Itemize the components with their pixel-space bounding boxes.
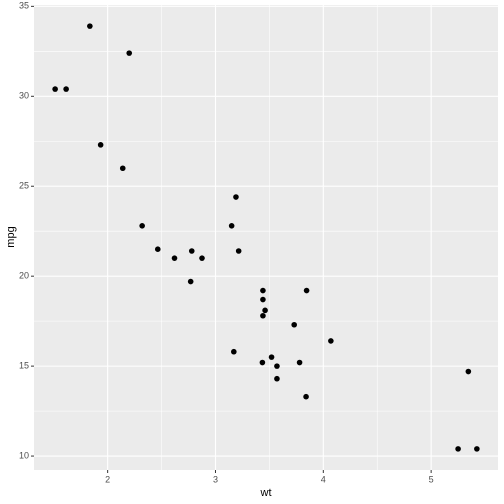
y-tick-label: 35 xyxy=(19,1,29,11)
point xyxy=(303,393,309,400)
point xyxy=(260,296,266,303)
y-tick-label: 10 xyxy=(19,450,29,460)
point xyxy=(474,446,480,452)
point xyxy=(139,223,145,229)
point xyxy=(187,278,194,285)
y-tick-label: 30 xyxy=(19,91,29,101)
point xyxy=(259,359,266,366)
point xyxy=(465,368,472,375)
point xyxy=(455,446,461,452)
point xyxy=(52,86,58,92)
y-tick-label: 15 xyxy=(19,360,29,370)
x-tick-label: 5 xyxy=(429,474,434,484)
point xyxy=(171,255,178,261)
point xyxy=(296,359,303,366)
point xyxy=(97,142,104,148)
point xyxy=(260,312,266,319)
y-tick-label: 25 xyxy=(19,181,29,191)
point xyxy=(126,50,133,56)
x-tick-label: 2 xyxy=(105,474,110,484)
y-axis-title: mpg xyxy=(5,226,17,247)
point xyxy=(199,255,205,261)
point xyxy=(274,375,280,382)
point xyxy=(188,248,195,254)
point xyxy=(235,248,242,254)
point xyxy=(262,307,268,314)
x-tick-label: 3 xyxy=(213,474,218,484)
point xyxy=(233,194,239,200)
point xyxy=(328,338,334,344)
point xyxy=(154,246,161,252)
y-tick-label: 20 xyxy=(19,271,29,281)
point xyxy=(260,287,266,294)
point xyxy=(231,348,237,355)
point xyxy=(268,354,275,360)
point xyxy=(63,86,69,92)
point xyxy=(274,363,280,369)
point xyxy=(291,321,297,328)
point xyxy=(303,287,310,294)
point xyxy=(228,223,235,229)
panel xyxy=(34,5,498,470)
x-tick-label: 4 xyxy=(321,474,326,484)
x-axis-title: wt xyxy=(260,487,272,499)
point xyxy=(87,23,93,29)
point xyxy=(119,165,126,172)
